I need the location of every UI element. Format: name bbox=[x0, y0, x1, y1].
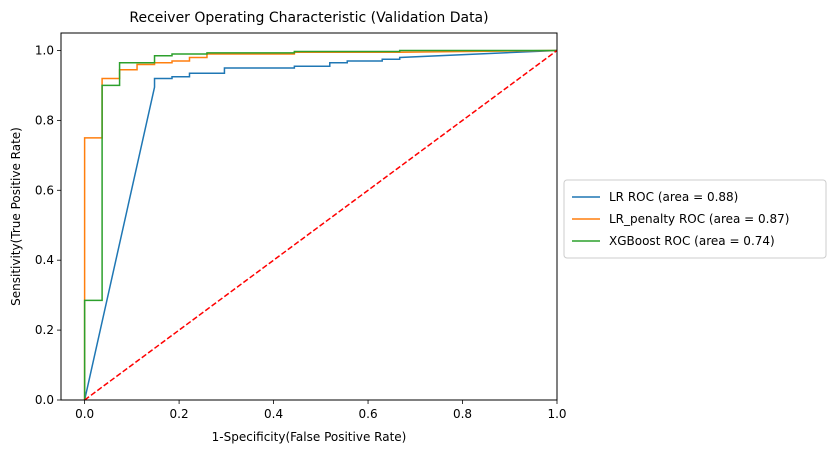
plot-frame bbox=[60, 32, 558, 401]
x-axis-label: 1-Specificity(False Positive Rate) bbox=[212, 430, 407, 444]
y-tick-label: 0.2 bbox=[35, 323, 54, 337]
series-line-0 bbox=[83, 49, 557, 400]
legend: LR ROC (area = 0.88) LR_penalty ROC (area… bbox=[563, 179, 827, 259]
chart-title: Receiver Operating Characteristic (Valid… bbox=[129, 10, 488, 26]
y-tick-label: 0.4 bbox=[35, 253, 54, 267]
series-layer bbox=[83, 49, 557, 400]
series-line-2 bbox=[83, 49, 557, 400]
y-tick-label: 1.0 bbox=[35, 43, 54, 57]
legend-box bbox=[563, 179, 827, 259]
x-tick-label: 0.4 bbox=[264, 407, 283, 421]
x-tick-label: 0.6 bbox=[359, 407, 378, 421]
x-tick-label: 0.2 bbox=[170, 407, 189, 421]
x-axis-ticks: 0.0 0.2 0.4 0.6 0.8 1.0 bbox=[75, 400, 567, 421]
y-tick-label: 0.6 bbox=[35, 183, 54, 197]
y-axis-label: Sensitivity(True Positive Rate) bbox=[9, 127, 23, 306]
x-tick-label: 1.0 bbox=[547, 407, 566, 421]
y-tick-label: 0.8 bbox=[35, 113, 54, 127]
y-axis-ticks: 0.0 0.2 0.4 0.6 0.8 1.0 bbox=[35, 43, 61, 407]
legend-entry: LR_penalty ROC (area = 0.87) bbox=[609, 212, 789, 226]
legend-entry: LR ROC (area = 0.88) bbox=[609, 190, 738, 204]
y-tick-label: 0.0 bbox=[35, 393, 54, 407]
x-tick-label: 0.0 bbox=[75, 407, 94, 421]
x-tick-label: 0.8 bbox=[453, 407, 472, 421]
legend-entry: XGBoost ROC (area = 0.74) bbox=[609, 234, 775, 248]
series-line-3 bbox=[84, 49, 557, 400]
